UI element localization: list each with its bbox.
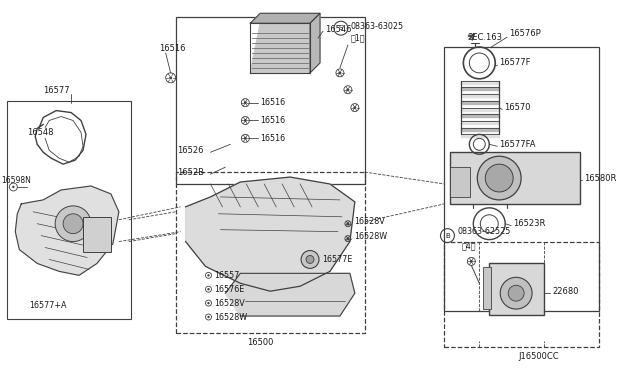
Circle shape [470, 260, 473, 263]
Text: 22680: 22680 [552, 287, 579, 296]
Bar [451, 152, 580, 204]
Polygon shape [461, 134, 499, 137]
Text: 16557: 16557 [214, 271, 240, 280]
Text: 16548: 16548 [28, 128, 54, 137]
Circle shape [12, 186, 15, 188]
Text: 08363-62525: 08363-62525 [458, 227, 511, 236]
Polygon shape [461, 128, 499, 131]
Circle shape [244, 119, 247, 122]
Text: 16500: 16500 [247, 338, 273, 347]
Text: SEC.163: SEC.163 [467, 33, 502, 42]
Text: 16580R: 16580R [584, 174, 616, 183]
Polygon shape [461, 114, 499, 117]
Circle shape [346, 237, 349, 240]
Bar [489, 263, 544, 315]
Bar [444, 47, 599, 311]
Circle shape [306, 256, 314, 263]
Text: 16546: 16546 [325, 25, 351, 34]
Polygon shape [461, 121, 499, 124]
Polygon shape [250, 13, 320, 23]
Text: 16516: 16516 [159, 44, 185, 52]
Text: J16500CC: J16500CC [519, 352, 559, 361]
Text: 16577F: 16577F [499, 58, 531, 67]
Polygon shape [461, 87, 499, 90]
Text: 16570: 16570 [504, 103, 531, 112]
Circle shape [244, 137, 247, 140]
Polygon shape [461, 94, 499, 97]
Text: 16526: 16526 [177, 146, 203, 155]
Circle shape [63, 214, 83, 234]
Circle shape [169, 76, 172, 79]
Polygon shape [225, 273, 355, 316]
Circle shape [508, 285, 524, 301]
Text: 16516: 16516 [260, 134, 285, 143]
Text: 16523R: 16523R [513, 219, 545, 228]
Bar [175, 17, 365, 184]
Text: 16598N: 16598N [1, 176, 31, 185]
Text: 16528V: 16528V [354, 217, 385, 226]
Text: （1）: （1） [351, 33, 365, 43]
Bar [483, 267, 492, 309]
Circle shape [301, 250, 319, 268]
Polygon shape [250, 23, 320, 73]
Text: 16528W: 16528W [354, 232, 387, 241]
Circle shape [339, 71, 341, 74]
Text: 16528W: 16528W [214, 312, 248, 321]
Circle shape [207, 274, 210, 276]
Circle shape [207, 302, 210, 304]
Bar [451, 167, 470, 197]
Circle shape [353, 106, 356, 109]
Polygon shape [461, 81, 499, 84]
Text: S: S [339, 25, 343, 31]
Text: 16576E: 16576E [214, 285, 244, 294]
Text: 16528V: 16528V [214, 299, 245, 308]
Polygon shape [186, 177, 355, 291]
Polygon shape [461, 108, 499, 110]
Text: 16516: 16516 [260, 116, 285, 125]
Text: 16577E: 16577E [322, 255, 353, 264]
Circle shape [477, 156, 521, 200]
Bar [83, 217, 111, 251]
Circle shape [244, 101, 247, 104]
Circle shape [207, 316, 210, 318]
Polygon shape [461, 101, 499, 104]
Text: 16516: 16516 [260, 98, 285, 107]
Text: （4）: （4） [461, 241, 476, 250]
Circle shape [207, 288, 210, 291]
Text: 16576P: 16576P [509, 29, 541, 38]
Bar [444, 241, 599, 347]
Bar [8, 101, 131, 319]
Text: 08363-63025: 08363-63025 [351, 22, 404, 31]
Circle shape [346, 222, 349, 225]
Circle shape [55, 206, 91, 241]
Text: 16577FA: 16577FA [499, 140, 536, 149]
Polygon shape [310, 13, 320, 73]
Text: 16577: 16577 [44, 86, 70, 95]
Text: B: B [445, 232, 450, 238]
Polygon shape [15, 186, 119, 275]
Circle shape [485, 164, 513, 192]
Bar [175, 172, 365, 333]
Text: 16577+A: 16577+A [29, 301, 67, 310]
Text: 1652B: 1652B [177, 168, 204, 177]
Circle shape [346, 88, 349, 91]
Circle shape [500, 277, 532, 309]
